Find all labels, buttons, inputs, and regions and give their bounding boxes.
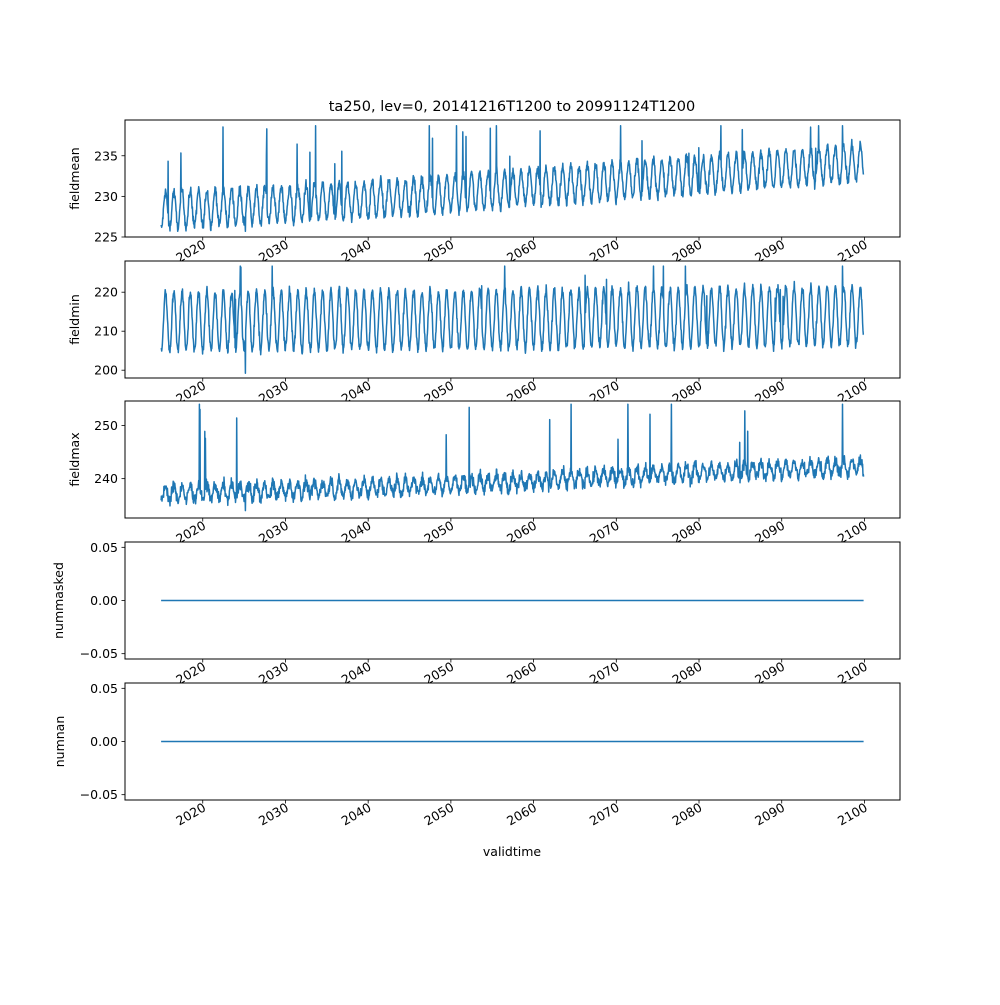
x-tick-label: 2100 [835,800,870,829]
axes-frame [124,260,901,379]
y-tick-label: 200 [94,363,118,378]
y-tick-label: 230 [94,189,118,204]
y-tick-label: 0.00 [90,593,118,608]
y-axis-label: numnan [52,716,67,768]
x-tick-label: 2040 [339,800,374,829]
series-line-fieldmin [160,265,865,375]
x-tick-label: 2080 [669,800,704,829]
y-tick-label: 220 [94,285,118,300]
y-tick-label: 225 [94,230,118,245]
series-line-fieldmean [160,124,865,233]
x-tick-label: 2030 [256,800,291,829]
y-tick-label: 0.05 [90,540,118,555]
y-tick-label: 250 [94,418,118,433]
x-axis-label: validtime [483,844,541,859]
chart-title: ta250, lev=0, 20141216T1200 to 20991124T… [329,99,696,115]
x-tick-label: 2070 [587,800,622,829]
y-tick-label: −0.05 [80,787,118,802]
y-tick-label: 210 [94,324,118,339]
axes-frame [124,119,901,238]
x-tick-label: 2060 [504,800,539,829]
x-tick-label: 2090 [752,800,787,829]
y-tick-label: 235 [94,148,118,163]
panel-numnan: −0.05 0.00 0.05 numnan 2020 2030 2040 2050 2060 2… [52,681,901,829]
y-axis-label: fieldmean [67,147,82,209]
y-tick-label: −0.05 [80,646,118,661]
y-axis-label: nummasked [51,562,66,639]
x-tick-label: 2050 [421,800,456,829]
axes-background [125,401,900,518]
series-line-fieldmax [160,403,865,512]
y-tick-label: 0.05 [90,681,118,696]
x-tick-label: 2020 [173,800,208,829]
y-tick-label: 240 [94,471,118,486]
y-tick-label: 0.00 [90,734,118,749]
y-axis-label: fieldmax [67,432,82,486]
axes-frame [124,400,901,519]
y-axis-label: fieldmin [67,294,82,345]
